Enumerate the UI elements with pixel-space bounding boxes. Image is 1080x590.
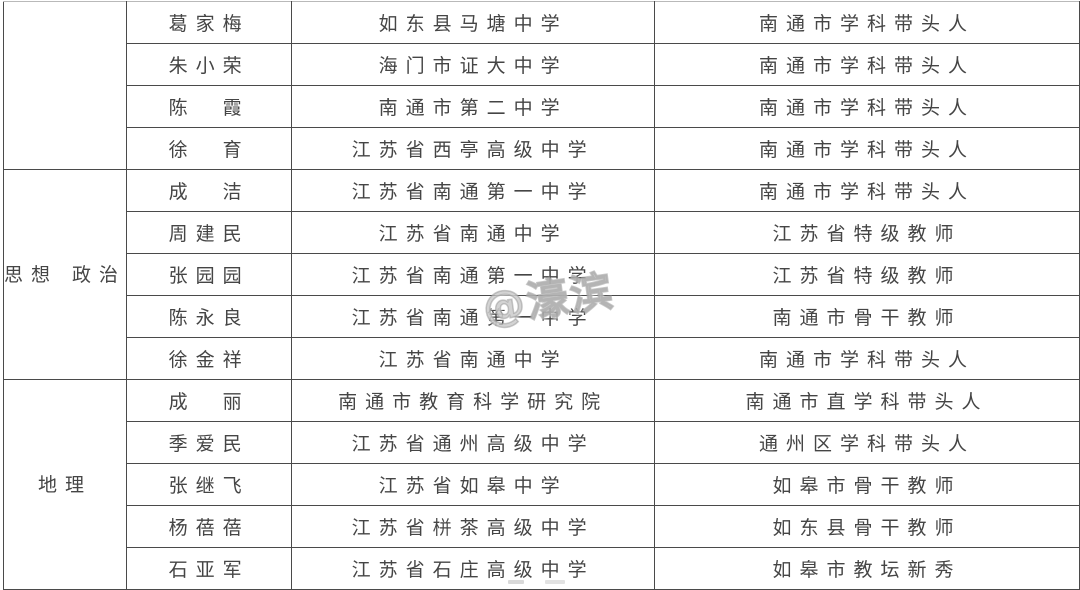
title-cell: 南通市学科带头人 (654, 337, 1080, 380)
table-row: 周建民 江苏省南通中学 江苏省特级教师 (4, 211, 1080, 254)
school-cell: 江苏省南通中学 (291, 337, 656, 380)
table-row: 朱小荣 海门市证大中学 南通市学科带头人 (4, 43, 1080, 86)
name-cell: 石亚军 (126, 547, 293, 590)
school-cell: 江苏省南通第一中学 (291, 253, 656, 296)
table-row: 思想 政治 成 洁 江苏省南通第一中学 南通市学科带头人 (2, 169, 1080, 380)
school-cell: 江苏省南通第一中学 (291, 295, 656, 338)
name-cell: 周建民 (126, 211, 293, 254)
table-row: 徐 育 江苏省西亭高级中学 南通市学科带头人 (4, 127, 1080, 170)
name-cell: 陈永良 (126, 295, 293, 338)
table-row: 地理 成 丽 南通市教育科学研究院 南通市直学科带头人 (2, 379, 1080, 590)
school-cell: 南通市第二中学 (291, 85, 656, 128)
name-cell: 成 洁 (126, 169, 293, 212)
title-cell: 如皋市教坛新秀 (654, 547, 1080, 590)
title-cell: 江苏省特级教师 (654, 253, 1080, 296)
name-cell: 杨蓓蓓 (126, 505, 293, 548)
title-cell: 如皋市骨干教师 (654, 463, 1080, 506)
name-cell: 张继飞 (126, 463, 293, 506)
title-cell: 江苏省特级教师 (654, 211, 1080, 254)
table-row: 石亚军 江苏省石庄高级中学 如皋市教坛新秀 (4, 547, 1080, 590)
table-row: 杨蓓蓓 江苏省栟茶高级中学 如东县骨干教师 (4, 505, 1080, 548)
subject-cell: 地理 (2, 379, 128, 590)
table-row: 张园园 江苏省南通第一中学 江苏省特级教师 (4, 253, 1080, 296)
title-cell: 南通市学科带头人 (654, 85, 1080, 128)
school-cell: 南通市教育科学研究院 (291, 379, 656, 422)
school-cell: 海门市证大中学 (291, 43, 656, 86)
name-cell: 成 丽 (126, 379, 293, 422)
name-cell: 朱小荣 (126, 43, 293, 86)
school-cell: 江苏省通州高级中学 (291, 421, 656, 464)
name-cell: 陈 霞 (126, 85, 293, 128)
title-cell: 南通市直学科带头人 (654, 379, 1080, 422)
title-cell: 南通市骨干教师 (654, 295, 1080, 338)
title-cell: 南通市学科带头人 (654, 43, 1080, 86)
name-cell: 季爱民 (126, 421, 293, 464)
table-row: 陈永良 江苏省南通第一中学 南通市骨干教师 (4, 295, 1080, 338)
school-cell: 江苏省栟茶高级中学 (291, 505, 656, 548)
subject-cell: 思想 政治 (2, 169, 128, 380)
table-row: 张继飞 江苏省如皋中学 如皋市骨干教师 (4, 463, 1080, 506)
title-cell: 南通市学科带头人 (654, 1, 1080, 44)
table-row: 徐金祥 江苏省南通中学 南通市学科带头人 (4, 337, 1080, 380)
table-row: 季爱民 江苏省通州高级中学 通州区学科带头人 (4, 421, 1080, 464)
table-row: 葛家梅 如东县马塘中学 南通市学科带头人 (2, 1, 1080, 170)
school-cell: 江苏省南通中学 (291, 211, 656, 254)
name-cell: 徐金祥 (126, 337, 293, 380)
school-cell: 江苏省西亭高级中学 (291, 127, 656, 170)
subject-cell (2, 1, 128, 170)
school-cell: 如东县马塘中学 (291, 1, 656, 44)
name-cell: 葛家梅 (126, 1, 293, 44)
cropped-next-row-fragment (545, 580, 565, 584)
title-cell: 如东县骨干教师 (654, 505, 1080, 548)
school-cell: 江苏省南通第一中学 (291, 169, 656, 212)
school-cell: 江苏省如皋中学 (291, 463, 656, 506)
table-row: 陈 霞 南通市第二中学 南通市学科带头人 (4, 85, 1080, 128)
title-cell: 南通市学科带头人 (654, 127, 1080, 170)
school-cell: 江苏省石庄高级中学 (291, 547, 656, 590)
title-cell: 通州区学科带头人 (654, 421, 1080, 464)
cropped-next-row-fragment (508, 580, 524, 584)
name-cell: 张园园 (126, 253, 293, 296)
name-cell: 徐 育 (126, 127, 293, 170)
title-cell: 南通市学科带头人 (654, 169, 1080, 212)
